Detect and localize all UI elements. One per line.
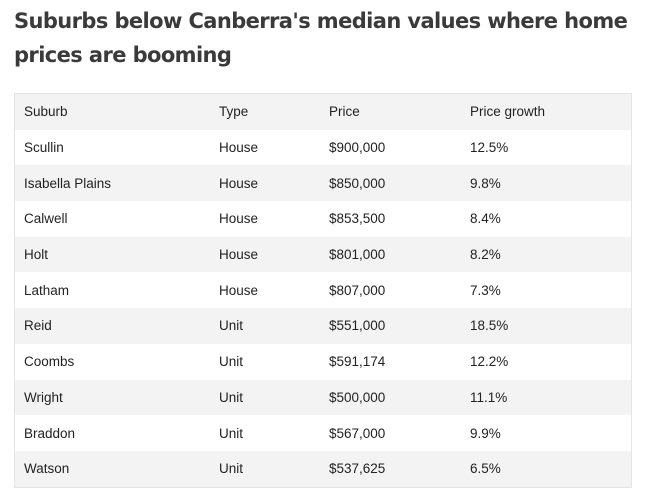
type-cell: House xyxy=(219,247,259,263)
price-growth-cell: 8.4% xyxy=(470,211,501,227)
table-header: Suburb Type Price Price growth xyxy=(15,94,631,130)
price-cell: $567,000 xyxy=(329,425,386,441)
table-header-row: Suburb Type Price Price growth xyxy=(15,94,631,130)
type-cell: Unit xyxy=(219,425,244,441)
price-cell: $537,625 xyxy=(329,461,386,477)
price-cell: $850,000 xyxy=(329,175,386,191)
table-row: Reid Unit $551,000 18.5% xyxy=(15,308,631,344)
price-cell: $807,000 xyxy=(329,282,386,298)
table-row: Coombs Unit $591,174 12.2% xyxy=(15,343,631,380)
table-row: Holt House $801,000 8.2% xyxy=(15,236,631,273)
type-cell: House xyxy=(219,175,259,191)
type-cell: Unit xyxy=(219,389,244,405)
column-header-price: Price xyxy=(329,104,360,120)
price-cell: $591,174 xyxy=(329,354,386,370)
column-header-type: Type xyxy=(219,104,249,120)
suburb-cell: Watson xyxy=(24,461,70,477)
table-row: Calwell House $853,500 8.4% xyxy=(15,201,631,237)
table-body: Scullin House $900,000 12.5% Isabella Pl… xyxy=(15,129,631,487)
price-growth-cell: 9.8% xyxy=(470,175,501,191)
suburb-cell: Scullin xyxy=(24,140,64,156)
column-header-suburb: Suburb xyxy=(24,104,68,120)
suburb-table-container: Suburb Type Price Price growth Scullin H… xyxy=(14,93,632,488)
table-row: Wright Unit $500,000 11.1% xyxy=(15,379,631,416)
price-cell: $900,000 xyxy=(329,140,386,156)
price-growth-cell: 12.5% xyxy=(470,140,509,156)
suburb-cell: Coombs xyxy=(24,354,75,370)
table-row: Braddon Unit $567,000 9.9% xyxy=(15,415,631,451)
table-row: Isabella Plains House $850,000 9.8% xyxy=(15,165,631,202)
price-cell: $853,500 xyxy=(329,211,386,227)
page-title: Suburbs below Canberra's median values w… xyxy=(14,9,628,67)
price-cell: $801,000 xyxy=(329,247,386,263)
price-growth-cell: 7.3% xyxy=(470,282,501,298)
type-cell: House xyxy=(219,282,259,298)
price-growth-cell: 18.5% xyxy=(470,318,509,334)
suburb-cell: Latham xyxy=(24,282,70,298)
price-cell: $500,000 xyxy=(329,389,386,405)
price-growth-cell: 9.9% xyxy=(470,425,501,441)
column-header-price-growth: Price growth xyxy=(470,104,546,120)
type-cell: House xyxy=(219,211,259,227)
suburb-cell: Reid xyxy=(24,318,52,334)
price-growth-cell: 12.2% xyxy=(470,354,509,370)
suburb-table: Suburb Type Price Price growth Scullin H… xyxy=(15,94,631,487)
price-growth-cell: 6.5% xyxy=(470,461,501,477)
price-cell: $551,000 xyxy=(329,318,386,334)
table-row: Watson Unit $537,625 6.5% xyxy=(15,450,631,487)
suburb-cell: Holt xyxy=(24,247,49,263)
type-cell: Unit xyxy=(219,318,244,334)
suburb-cell: Wright xyxy=(24,389,63,405)
type-cell: Unit xyxy=(219,354,244,370)
type-cell: Unit xyxy=(219,461,244,477)
table-row: Scullin House $900,000 12.5% xyxy=(15,129,631,166)
price-growth-cell: 8.2% xyxy=(470,247,501,263)
suburb-cell: Calwell xyxy=(24,211,68,227)
table-row: Latham House $807,000 7.3% xyxy=(15,272,631,309)
price-growth-cell: 11.1% xyxy=(470,389,508,405)
type-cell: House xyxy=(219,140,259,156)
suburb-cell: Braddon xyxy=(24,425,76,441)
suburb-cell: Isabella Plains xyxy=(24,175,112,191)
